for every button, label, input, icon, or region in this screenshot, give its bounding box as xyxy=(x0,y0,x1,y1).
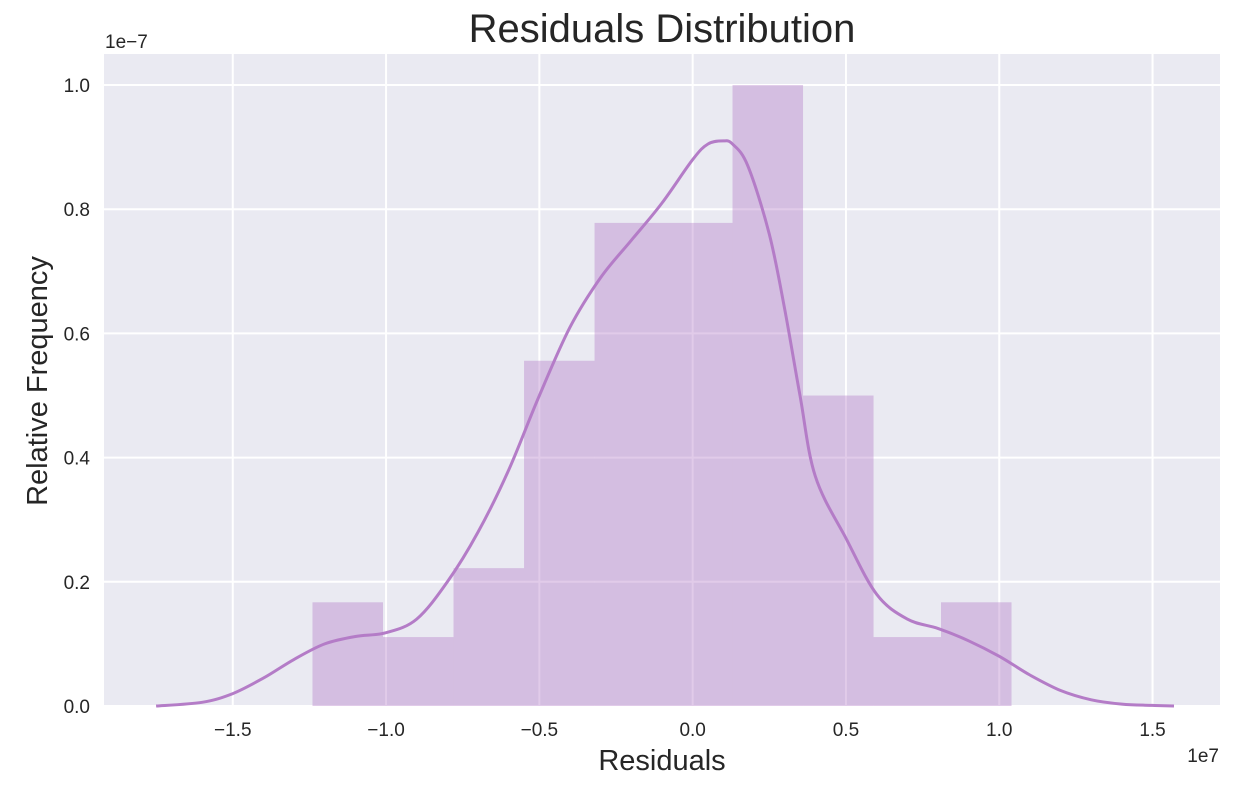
histogram-bars xyxy=(312,85,1012,707)
histogram-bar xyxy=(873,637,941,706)
y-tick-label: 0.8 xyxy=(64,200,90,221)
histogram-bar xyxy=(524,360,595,706)
y-axis-offset-text: 1e−7 xyxy=(105,32,148,53)
histogram-bar xyxy=(383,637,454,706)
x-axis-ticks: −1.5 −1.0 −0.5 0.0 0.5 1.0 1.5 xyxy=(214,720,1166,741)
x-axis-label: Residuals xyxy=(598,745,725,777)
histogram-bar xyxy=(941,602,1012,706)
x-axis-offset-text: 1e7 xyxy=(1187,746,1219,767)
histogram-bar xyxy=(312,602,383,706)
y-tick-label: 0.6 xyxy=(64,324,90,345)
y-tick-label: 1.0 xyxy=(64,76,90,97)
x-tick-label: 1.0 xyxy=(986,720,1012,741)
histogram-bar xyxy=(732,85,804,707)
plot-area-background xyxy=(104,54,1220,706)
x-tick-label: −1.5 xyxy=(214,720,252,741)
kde-density-curve xyxy=(155,139,1175,708)
x-tick-label: 0.0 xyxy=(679,720,705,741)
y-tick-label: 0.0 xyxy=(64,697,90,718)
y-axis-ticks: 0.0 0.2 0.4 0.6 0.8 1.0 xyxy=(64,76,91,718)
y-tick-label: 0.4 xyxy=(64,449,91,470)
x-tick-label: 1.5 xyxy=(1139,720,1165,741)
x-tick-label: −0.5 xyxy=(521,720,559,741)
histogram-bar xyxy=(594,222,662,706)
histogram-bar xyxy=(453,568,525,706)
y-axis-label: Relative Frequency xyxy=(22,256,54,506)
x-tick-label: −1.0 xyxy=(367,720,405,741)
y-tick-label: 0.2 xyxy=(64,573,90,594)
chart-title: Residuals Distribution xyxy=(469,7,856,51)
grid-lines xyxy=(104,54,1220,707)
histogram-bar xyxy=(662,222,733,706)
x-tick-label: 0.5 xyxy=(833,720,859,741)
histogram-bar xyxy=(803,395,874,706)
